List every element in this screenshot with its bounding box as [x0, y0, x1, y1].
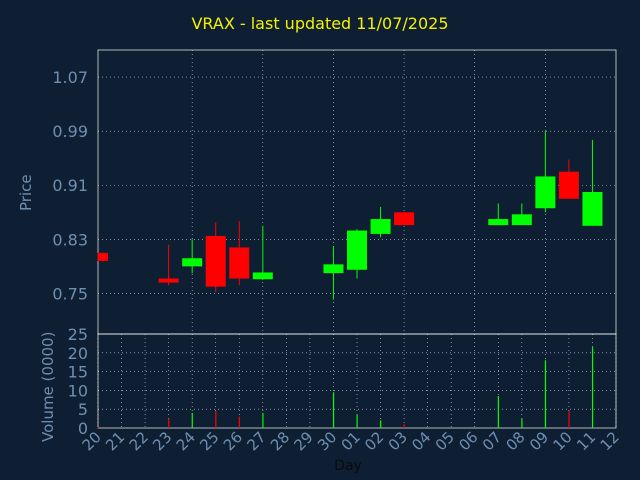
volume-tick-label: 0: [78, 419, 88, 438]
x-tick-label: 07: [479, 428, 505, 454]
candle-body: [394, 212, 415, 226]
x-tick-label: 27: [243, 428, 269, 454]
x-tick-label: 22: [126, 428, 152, 454]
volume-bar: [332, 392, 335, 428]
volume-panel-frame: [97, 333, 617, 429]
volume-bar: [97, 426, 99, 428]
price-tick-label: 0.75: [52, 284, 88, 303]
volume-bar: [262, 412, 264, 428]
x-tick-label: 06: [455, 428, 481, 454]
price-tick-label: 0.91: [52, 176, 88, 195]
x-tick-label: 09: [526, 428, 552, 454]
volume-axis-label: Volume (0000): [39, 331, 57, 442]
volume-bar: [356, 414, 358, 428]
x-tick-label: 30: [314, 428, 340, 454]
candle-body: [98, 252, 108, 261]
candle-body: [252, 272, 273, 280]
volume-bar: [521, 418, 523, 428]
x-tick-label: 26: [220, 428, 246, 454]
price-axis-label: Price: [17, 174, 35, 211]
candle-body: [558, 171, 579, 199]
x-tick-label: 11: [573, 428, 599, 454]
candle-body: [182, 258, 203, 267]
volume-bar: [591, 347, 594, 428]
volume-bar: [544, 360, 547, 428]
price-tick-label: 0.83: [52, 230, 88, 249]
candle-body: [370, 219, 391, 234]
volume-tick-label: 15: [68, 363, 88, 382]
x-tick-label: 23: [149, 428, 175, 454]
volume-bar: [403, 424, 405, 428]
x-tick-label: 21: [102, 428, 128, 454]
volume-tick-label: 10: [68, 381, 88, 400]
x-tick-label: 25: [196, 428, 222, 454]
candle-body: [229, 247, 250, 279]
candle-body: [158, 278, 179, 283]
x-tick-label: 02: [361, 428, 387, 454]
volume-tick-label: 20: [68, 344, 88, 363]
volume-bar: [215, 411, 217, 428]
volume-tick-label: 25: [68, 325, 88, 344]
x-tick-label: 10: [550, 428, 576, 454]
volume-bar: [380, 420, 382, 428]
candle-body: [347, 230, 367, 270]
candle-body: [535, 176, 556, 209]
volume-bar: [168, 418, 170, 428]
volume-tick-label: 5: [78, 400, 88, 419]
volume-bar: [238, 416, 240, 428]
x-axis-label: Day: [334, 458, 362, 474]
price-tick-label: 1.07: [52, 68, 88, 87]
candle-body: [323, 264, 344, 274]
chart-title: VRAX - last updated 11/07/2025: [191, 14, 449, 33]
x-tick-label: 04: [408, 428, 434, 454]
price-tick-label: 0.99: [52, 122, 88, 141]
volume-bar: [497, 396, 499, 428]
x-tick-label: 08: [502, 428, 528, 454]
x-tick-label: 03: [385, 428, 411, 454]
x-tick-label: 05: [432, 428, 458, 454]
x-tick-label: 29: [291, 428, 317, 454]
candle-body: [511, 214, 532, 226]
x-tick-label: 12: [597, 428, 623, 454]
x-tick-label: 28: [267, 428, 293, 454]
x-tick-label: 24: [173, 428, 199, 454]
volume-bar: [568, 411, 570, 428]
candle-body: [488, 219, 509, 226]
volume-bar: [191, 412, 193, 428]
candle-body: [582, 192, 603, 226]
candle-body: [205, 235, 226, 287]
x-tick-label: 01: [338, 428, 364, 454]
